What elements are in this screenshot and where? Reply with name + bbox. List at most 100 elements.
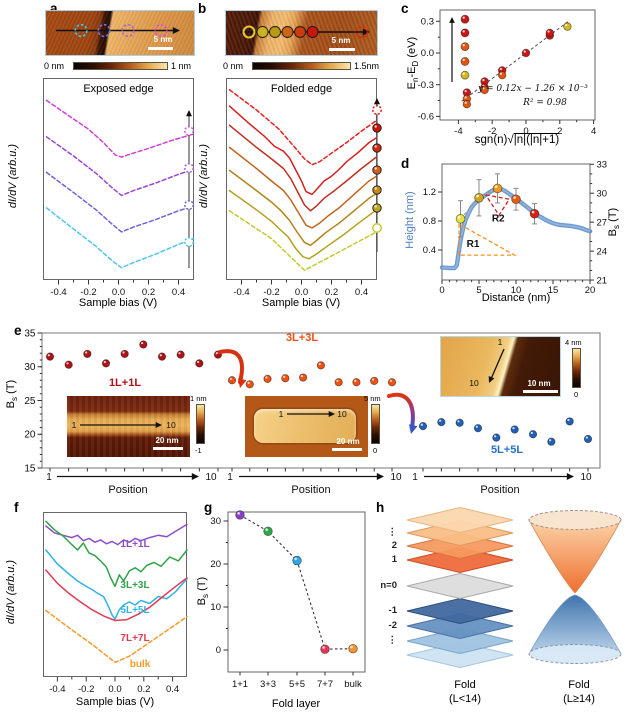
svg-text:10: 10: [337, 409, 347, 419]
ylabel-part: (T): [606, 207, 619, 225]
plot-a-y-label: dI/dV (arb.u.): [7, 143, 19, 209]
ylabel-sub: n: [411, 77, 421, 82]
position-axis-strip: 1 10 Position 1 10 Position 1 10 Position: [46, 472, 592, 496]
landau-index-m2: -2: [388, 620, 397, 631]
svg-text:21: 21: [597, 275, 608, 286]
svg-text:20: 20: [585, 285, 596, 296]
panel-letter-h: h: [376, 500, 385, 515]
transition-arrow-1L-to-3L: [218, 349, 247, 388]
svg-text:24: 24: [597, 246, 608, 257]
ylabel-part: (T): [4, 379, 17, 397]
svg-text:Position: Position: [291, 484, 330, 496]
svg-text:3+3: 3+3: [260, 679, 276, 690]
svg-text:0.4: 0.4: [166, 684, 179, 695]
colorbar-a-max: 1 nm: [171, 61, 192, 71]
svg-text:-0.2: -0.2: [263, 287, 279, 298]
landau-level-scatter-plot: -4 -2 0 2 4 0.3 0.0 -0.3 -0.6: [418, 9, 596, 137]
svg-text:0.0: 0.0: [421, 48, 434, 59]
inset3-overlay: 1 10: [469, 337, 505, 388]
svg-text:15: 15: [548, 285, 559, 296]
svg-text:10: 10: [580, 472, 592, 483]
panel-letter-d: d: [401, 156, 410, 171]
ylabel-part: (eV): [405, 36, 418, 61]
svg-text:1+1: 1+1: [232, 679, 248, 690]
transition-arrow-3L-to-5L: [387, 392, 418, 434]
svg-text:15: 15: [24, 463, 36, 474]
plot-d-y-label-right: Bs (T): [607, 142, 621, 302]
plot-b-title: Folded edge: [270, 83, 333, 95]
svg-text:0: 0: [216, 645, 221, 656]
svg-text:27: 27: [597, 217, 608, 228]
landau-index-m1: -1: [388, 605, 397, 616]
plot-e-y-label: Bs (T): [5, 314, 19, 474]
svg-text:0.4: 0.4: [172, 287, 185, 298]
curve-label-1L1L: 1L+1L: [120, 539, 150, 550]
landau-index-0: n=0: [380, 580, 397, 591]
svg-text:-2: -2: [488, 126, 496, 137]
inset2-colorbar: [371, 404, 380, 444]
svg-text:-0.4: -0.4: [49, 684, 65, 695]
svg-text:-0.6: -0.6: [418, 112, 434, 123]
ylabel-part: (T): [195, 576, 208, 594]
inset2-scalebar: [332, 448, 362, 451]
svg-text:Position: Position: [480, 484, 519, 496]
lower-cone-bottom-ellipse: [528, 644, 622, 664]
svg-text:30: 30: [24, 362, 36, 373]
svg-text:35: 35: [24, 328, 36, 339]
svg-text:-0.3: -0.3: [418, 80, 434, 91]
inset1-cb-min: -1: [195, 446, 202, 455]
landau-index-dots-top: ⋮: [387, 527, 398, 538]
curve-label-3L3L: 3L+3L: [120, 580, 150, 591]
svg-text:-0.2: -0.2: [80, 287, 96, 298]
ylabel-part: E: [405, 81, 418, 90]
inset3-scalebar: [523, 390, 558, 393]
svg-text:0.2: 0.2: [142, 287, 155, 298]
inset2-flake: [254, 409, 356, 443]
svg-text:1: 1: [279, 409, 284, 419]
ylabel-sub: s: [10, 396, 20, 401]
svg-text:0: 0: [523, 126, 528, 137]
plot-b-x-label: Sample bias (V): [261, 297, 341, 309]
svg-text:1: 1: [227, 472, 233, 483]
plot-g-x-label: Fold layer: [271, 698, 321, 710]
scalebar-label: 5 nm: [331, 36, 351, 45]
group-label-3L3L: 3L+3L: [285, 332, 319, 344]
stm-image-folded-edge: 5 nm: [225, 10, 378, 56]
svg-text:1: 1: [72, 420, 77, 430]
svg-text:0.0: 0.0: [112, 287, 125, 298]
svg-text:20: 20: [24, 430, 36, 441]
plot-b-y-label: dI/dV (arb.u.): [198, 143, 210, 209]
landau-level-stack-diagram: [406, 506, 514, 669]
scalebar: [329, 48, 355, 51]
inset1-overlay: 1 10: [72, 420, 176, 430]
panel-letter-f: f: [14, 500, 19, 515]
inset-stm-3L3L: 1 10 20 nm: [245, 396, 368, 457]
caption-line: Fold: [454, 679, 476, 691]
svg-text:-0.2: -0.2: [78, 684, 94, 695]
plot-c-x-label: sgn(n)√|n|(|n|+1): [437, 134, 597, 146]
ylabel-sub: s: [201, 593, 211, 598]
panel-letter-e: e: [14, 323, 22, 338]
panel-letter-a: a: [50, 1, 58, 16]
stm-a-overlay: [56, 23, 180, 38]
svg-text:7+7: 7+7: [317, 679, 333, 690]
panel-letter-c: c: [401, 1, 409, 16]
fold-spectra-plot: -0.4 -0.2 0.0 0.2 0.4: [43, 512, 188, 695]
colorbar-b: [252, 62, 351, 70]
svg-text:4: 4: [591, 126, 596, 137]
svg-text:R1: R1: [467, 239, 480, 250]
svg-text:10: 10: [210, 602, 221, 613]
landau-index-2: 2: [391, 540, 397, 551]
group-label-5L5L: 5L+5L: [490, 444, 524, 456]
inset2-cb-max: 5 nm: [364, 394, 381, 403]
caption-line: Fold: [568, 679, 590, 691]
svg-text:-0.4: -0.4: [50, 287, 66, 298]
panel-letter-g: g: [204, 500, 213, 515]
svg-text:0.4: 0.4: [423, 245, 436, 256]
upper-cone-top-ellipse: [528, 510, 622, 530]
panel-letter-b: b: [198, 1, 207, 16]
curve-label-5L5L: 5L+5L: [120, 605, 150, 616]
svg-text:0.8: 0.8: [423, 216, 436, 227]
inset1-scalebar: [153, 447, 183, 450]
